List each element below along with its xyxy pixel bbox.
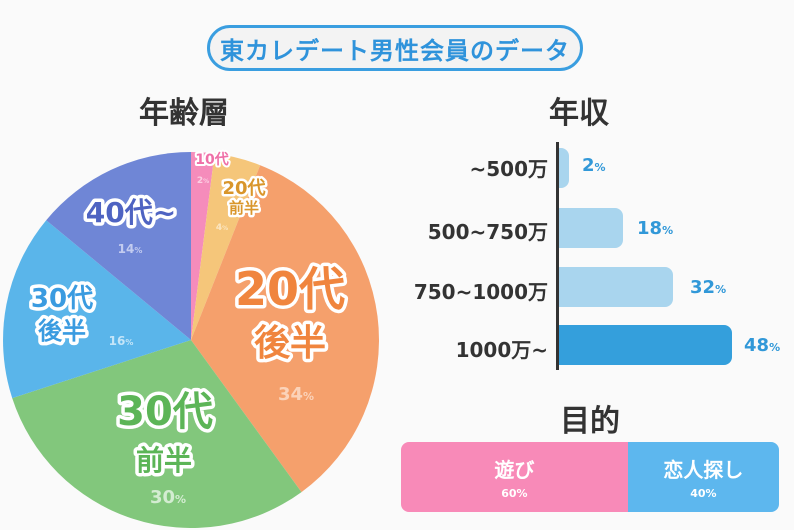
income-value-3: 48% xyxy=(744,335,781,356)
purpose-value-partner: 40% xyxy=(690,487,717,500)
income-bar-1 xyxy=(559,208,623,248)
pie-pct-early30s: 30% xyxy=(150,487,186,508)
purpose-section-title: 目的 xyxy=(560,404,620,439)
pie-label-forties: 40代~ xyxy=(86,196,176,229)
pie-label-late20s-sub: 後半 xyxy=(254,323,326,364)
pie-label-early20s-sub: 前半 xyxy=(229,199,259,217)
pie-slice-early20s xyxy=(191,153,261,340)
pie-pct-late20s: 34% xyxy=(278,384,314,405)
purpose-segment-partner: 恋人探し 40% xyxy=(627,442,779,512)
pie-label-teens: 10代 xyxy=(195,151,228,168)
pie-pct-late30s: 16% xyxy=(109,334,134,348)
purpose-value-play: 60% xyxy=(501,487,528,500)
pie-slice-late20s xyxy=(191,165,380,493)
income-value-1: 18% xyxy=(637,218,674,239)
pie-label-late30s: 30代 xyxy=(31,284,93,314)
pie-slice-late30s xyxy=(3,220,192,399)
age-pie-chart: 10代 2% 20代 前半 4% 20代 後半 34% 30代 前半 30% 3… xyxy=(3,149,380,528)
purpose-bar: 遊び 60% 恋人探し 40% xyxy=(401,442,779,512)
purpose-label-partner: 恋人探し xyxy=(663,458,744,482)
pie-slice-teens xyxy=(191,152,215,340)
income-bar-2 xyxy=(559,267,673,307)
pie-pct-early20s: 4% xyxy=(216,223,228,233)
income-label-0: ~500万 xyxy=(469,157,548,181)
purpose-segment-play: 遊び 60% xyxy=(401,442,628,512)
income-bar-3 xyxy=(559,325,732,365)
income-axis-line xyxy=(556,142,559,370)
pie-pct-teens: 2% xyxy=(197,176,209,186)
income-label-2: 750~1000万 xyxy=(413,280,548,304)
pie-label-late20s: 20代 xyxy=(235,262,345,316)
income-value-0: 2% xyxy=(582,155,606,176)
pie-label-early20s: 20代 xyxy=(222,178,265,199)
income-value-2: 32% xyxy=(690,277,727,298)
pie-slice-early30s xyxy=(12,340,302,528)
purpose-label-play: 遊び xyxy=(494,458,535,482)
income-label-3: 1000万~ xyxy=(455,338,548,362)
pie-label-early30s: 30代 xyxy=(117,389,213,435)
pie-label-late30s-sub: 後半 xyxy=(38,317,86,345)
page-title: 東カレデート男性会員のデータ xyxy=(207,25,583,71)
income-label-1: 500~750万 xyxy=(427,220,548,244)
income-section-title: 年収 xyxy=(549,96,609,131)
pie-pct-forties: 14% xyxy=(118,242,143,256)
income-bar-0 xyxy=(559,148,569,188)
pie-slice-forties xyxy=(46,152,192,340)
age-section-title: 年齢層 xyxy=(139,96,229,131)
pie-label-early30s-sub: 前半 xyxy=(136,444,192,477)
